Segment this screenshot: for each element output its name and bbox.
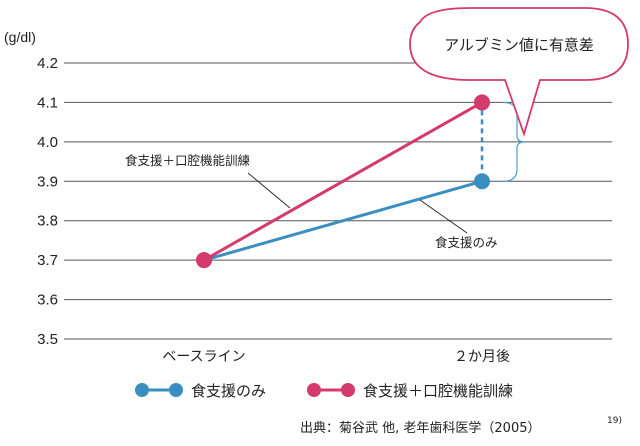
legend-pink-marker-left xyxy=(307,383,321,397)
series-line-1 xyxy=(203,101,483,262)
data-point xyxy=(474,173,490,190)
significance-bubble xyxy=(409,7,629,137)
y-axis-unit: (g/dl) xyxy=(4,29,36,45)
series-lines xyxy=(203,101,483,262)
legend: 食支援のみ 食支援＋口腔機能訓練 xyxy=(135,382,513,400)
legend-pink-label: 食支援＋口腔機能訓練 xyxy=(363,382,513,400)
y-tick-label: 3.9 xyxy=(37,173,58,190)
pink-line-label-leader xyxy=(247,172,291,209)
series-points xyxy=(196,94,490,269)
source-citation: 出典：菊谷武 他, 老年歯科医学（2005） xyxy=(300,420,540,436)
y-tick-labels: 4.2 4.1 4.0 3.9 3.8 3.7 3.6 3.5 xyxy=(37,55,58,348)
legend-blue-marker-left xyxy=(135,383,149,397)
legend-pink-marker-right xyxy=(341,383,355,397)
source-reference-number: 19) xyxy=(607,416,622,426)
y-tick-label: 4.1 xyxy=(37,94,58,111)
y-tick-label: 3.5 xyxy=(37,331,58,348)
y-tick-label: 3.8 xyxy=(37,213,58,230)
series-line-0 xyxy=(203,179,483,262)
y-tick-label: 4.0 xyxy=(37,134,58,151)
y-tick-label: 3.6 xyxy=(37,292,58,309)
legend-blue-marker-right xyxy=(169,383,183,397)
x-category-labels: ベースライン ２か月後 xyxy=(162,349,510,365)
blue-line-label: 食支援のみ xyxy=(435,235,498,250)
pink-line-label: 食支援＋口腔機能訓練 xyxy=(125,153,251,168)
y-tick-label: 3.7 xyxy=(37,252,58,269)
x-category-label: ２か月後 xyxy=(454,349,510,365)
blue-line-label-leader xyxy=(419,199,468,234)
legend-blue-label: 食支援のみ xyxy=(191,382,266,400)
y-tick-label: 4.2 xyxy=(37,55,58,72)
x-category-label: ベースライン xyxy=(162,349,245,365)
data-point xyxy=(474,94,490,111)
significance-label: アルブミン値に有意差 xyxy=(444,36,594,54)
data-point xyxy=(196,252,212,269)
